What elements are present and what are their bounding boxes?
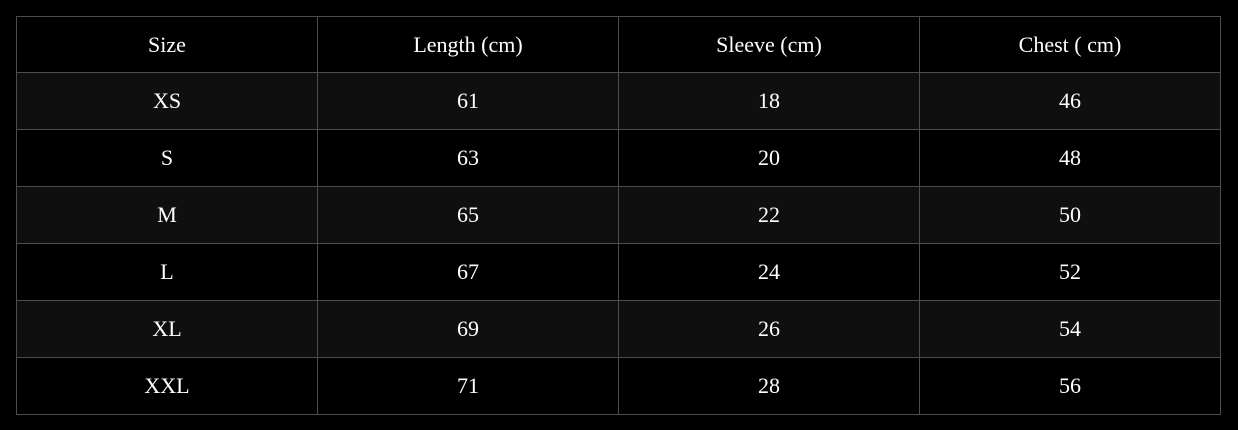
table-cell: XL: [16, 300, 318, 358]
table-cell: XXL: [16, 357, 318, 415]
table-header: Size Length (cm) Sleeve (cm) Chest ( cm): [16, 16, 1221, 73]
size-table: Size Length (cm) Sleeve (cm) Chest ( cm) XS…: [16, 16, 1221, 415]
table-cell: XS: [16, 72, 318, 130]
table-cell: 18: [618, 72, 920, 130]
table-cell: 67: [317, 243, 619, 301]
table-row: XXL 71 28 56: [16, 357, 1221, 415]
table-row: XS 61 18 46: [16, 72, 1221, 130]
table-cell: 22: [618, 186, 920, 244]
table-row: XL 69 26 54: [16, 300, 1221, 358]
table-cell: 24: [618, 243, 920, 301]
table-row: S 63 20 48: [16, 129, 1221, 187]
table-cell: 50: [919, 186, 1221, 244]
header-cell: Sleeve (cm): [618, 16, 920, 73]
header-cell: Size: [16, 16, 318, 73]
header-row: Size Length (cm) Sleeve (cm) Chest ( cm): [16, 16, 1221, 73]
table-cell: 61: [317, 72, 619, 130]
table-cell: 65: [317, 186, 619, 244]
header-cell: Length (cm): [317, 16, 619, 73]
table-cell: 56: [919, 357, 1221, 415]
table-cell: L: [16, 243, 318, 301]
table-body: XS 61 18 46 S 63 20 48 M 65 22 50 L 67 24 52 XL 69 26 54 XXL…: [16, 72, 1221, 415]
header-cell: Chest ( cm): [919, 16, 1221, 73]
table-cell: 46: [919, 72, 1221, 130]
table-cell: 54: [919, 300, 1221, 358]
table-cell: M: [16, 186, 318, 244]
table-cell: 69: [317, 300, 619, 358]
table-cell: S: [16, 129, 318, 187]
table-cell: 71: [317, 357, 619, 415]
table-cell: 20: [618, 129, 920, 187]
table-cell: 63: [317, 129, 619, 187]
table-cell: 52: [919, 243, 1221, 301]
table-row: M 65 22 50: [16, 186, 1221, 244]
table-row: L 67 24 52: [16, 243, 1221, 301]
table-cell: 26: [618, 300, 920, 358]
table-cell: 48: [919, 129, 1221, 187]
table-cell: 28: [618, 357, 920, 415]
